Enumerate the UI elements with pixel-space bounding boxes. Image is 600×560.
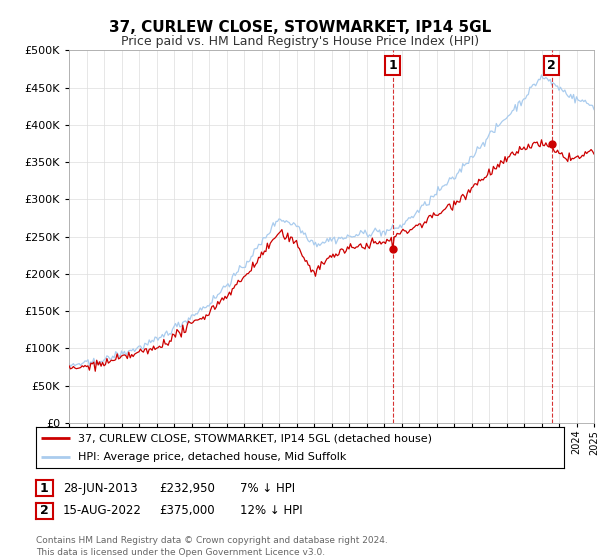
Text: 28-JUN-2013: 28-JUN-2013: [63, 482, 137, 495]
Text: 1: 1: [388, 59, 397, 72]
Text: £375,000: £375,000: [159, 504, 215, 517]
Text: 12% ↓ HPI: 12% ↓ HPI: [240, 504, 302, 517]
Text: Contains HM Land Registry data © Crown copyright and database right 2024.
This d: Contains HM Land Registry data © Crown c…: [36, 536, 388, 557]
Text: 1: 1: [40, 482, 49, 495]
Text: £232,950: £232,950: [159, 482, 215, 495]
Text: 7% ↓ HPI: 7% ↓ HPI: [240, 482, 295, 495]
Text: 15-AUG-2022: 15-AUG-2022: [63, 504, 142, 517]
Text: 2: 2: [547, 59, 556, 72]
Text: 37, CURLEW CLOSE, STOWMARKET, IP14 5GL (detached house): 37, CURLEW CLOSE, STOWMARKET, IP14 5GL (…: [78, 433, 432, 443]
Text: 2: 2: [40, 504, 49, 517]
Text: 37, CURLEW CLOSE, STOWMARKET, IP14 5GL: 37, CURLEW CLOSE, STOWMARKET, IP14 5GL: [109, 20, 491, 35]
Text: HPI: Average price, detached house, Mid Suffolk: HPI: Average price, detached house, Mid …: [78, 452, 347, 461]
Text: Price paid vs. HM Land Registry's House Price Index (HPI): Price paid vs. HM Land Registry's House …: [121, 35, 479, 48]
